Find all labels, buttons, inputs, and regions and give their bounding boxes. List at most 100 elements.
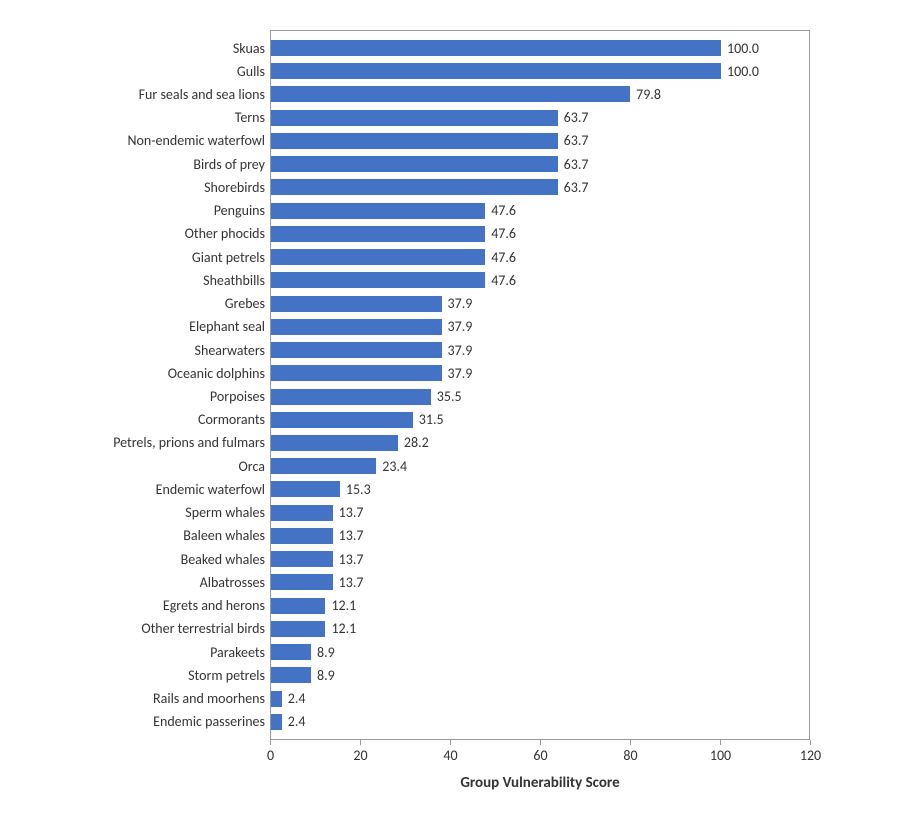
bar-value-label: 13.7 (339, 504, 364, 521)
category-label: Endemic passerines (153, 713, 265, 730)
bar (271, 667, 311, 683)
bar-value-label: 28.2 (404, 434, 429, 451)
bar-value-label: 8.9 (317, 667, 335, 684)
bar-value-label: 35.5 (437, 388, 462, 405)
bar-row: Oceanic dolphins37.9 (271, 364, 809, 382)
bar-row: Storm petrels8.9 (271, 666, 809, 684)
tick-mark (540, 740, 541, 745)
category-label: Terns (235, 109, 265, 126)
x-tick: 20 (360, 740, 361, 745)
bar-value-label: 12.1 (331, 620, 356, 637)
bar (271, 551, 333, 567)
bar (271, 435, 398, 451)
tick-label: 40 (443, 747, 457, 764)
category-label: Non-endemic waterfowl (127, 132, 265, 149)
category-label: Fur seals and sea lions (139, 86, 265, 103)
category-label: Skuas (233, 40, 265, 57)
bar (271, 714, 282, 730)
bar (271, 365, 442, 381)
bar-row: Endemic waterfowl15.3 (271, 480, 809, 498)
bar-value-label: 100.0 (727, 63, 759, 80)
category-label: Giant petrels (192, 249, 265, 266)
bar-value-label: 13.7 (339, 551, 364, 568)
bar (271, 319, 442, 335)
bar-row: Porpoises35.5 (271, 388, 809, 406)
tick-label: 80 (623, 747, 637, 764)
bar-value-label: 37.9 (448, 318, 473, 335)
bar-row: Orca23.4 (271, 457, 809, 475)
category-label: Grebes (225, 295, 265, 312)
bar-row: Endemic passerines2.4 (271, 713, 809, 731)
bar-value-label: 79.8 (636, 86, 661, 103)
category-label: Penguins (214, 202, 265, 219)
tick-label: 0 (267, 747, 274, 764)
category-label: Storm petrels (188, 667, 265, 684)
bar (271, 691, 282, 707)
category-label: Rails and moorhens (153, 690, 265, 707)
bar-row: Egrets and herons12.1 (271, 597, 809, 615)
bar-row: Gulls100.0 (271, 62, 809, 80)
x-tick: 80 (630, 740, 631, 745)
bar-value-label: 12.1 (331, 597, 356, 614)
bar-row: Albatrosses13.7 (271, 573, 809, 591)
bar (271, 133, 558, 149)
bar-value-label: 63.7 (564, 109, 589, 126)
category-label: Endemic waterfowl (156, 481, 265, 498)
bar (271, 505, 333, 521)
bar (271, 272, 485, 288)
category-label: Petrels, prions and fulmars (113, 434, 265, 451)
bar-row: Petrels, prions and fulmars28.2 (271, 434, 809, 452)
bar-row: Grebes37.9 (271, 295, 809, 313)
bar (271, 63, 721, 79)
bar (271, 226, 485, 242)
bars-group: Skuas100.0Gulls100.0Fur seals and sea li… (271, 39, 809, 731)
bar (271, 389, 431, 405)
x-axis: 0 20 40 60 80 100 120 (270, 740, 810, 770)
tick-mark (270, 740, 271, 745)
tick-label: 60 (533, 747, 547, 764)
bar-row: Penguins47.6 (271, 202, 809, 220)
bar-value-label: 8.9 (317, 644, 335, 661)
bar-value-label: 47.6 (491, 225, 516, 242)
bar (271, 179, 558, 195)
horizontal-bar-chart: Skuas100.0Gulls100.0Fur seals and sea li… (60, 30, 860, 800)
bar-row: Baleen whales13.7 (271, 527, 809, 545)
category-label: Shearwaters (195, 342, 265, 359)
tick-label: 20 (353, 747, 367, 764)
category-label: Albatrosses (200, 574, 265, 591)
bar-value-label: 37.9 (448, 342, 473, 359)
bar-row: Birds of prey63.7 (271, 155, 809, 173)
bar (271, 86, 630, 102)
bar-value-label: 47.6 (491, 272, 516, 289)
bar-row: Non-endemic waterfowl63.7 (271, 132, 809, 150)
bar-value-label: 23.4 (382, 458, 407, 475)
category-label: Egrets and herons (163, 597, 265, 614)
bar (271, 481, 340, 497)
tick-mark (720, 740, 721, 745)
bar (271, 342, 442, 358)
bar (271, 110, 558, 126)
tick-mark (810, 740, 811, 745)
bar-value-label: 13.7 (339, 574, 364, 591)
bar (271, 458, 376, 474)
bar (271, 156, 558, 172)
bar (271, 598, 325, 614)
bar (271, 412, 413, 428)
bar-row: Rails and moorhens2.4 (271, 690, 809, 708)
x-tick: 100 (720, 740, 721, 745)
bar-value-label: 100.0 (727, 40, 759, 57)
bar-row: Other terrestrial birds12.1 (271, 620, 809, 638)
bar-value-label: 2.4 (288, 713, 306, 730)
x-axis-title: Group Vulnerability Score (270, 774, 810, 792)
tick-label: 120 (800, 747, 821, 764)
x-tick: 0 (270, 740, 271, 745)
x-tick: 120 (810, 740, 811, 745)
category-label: Elephant seal (189, 318, 265, 335)
category-label: Baleen whales (183, 527, 265, 544)
plot-area: Skuas100.0Gulls100.0Fur seals and sea li… (270, 30, 810, 740)
tick-mark (360, 740, 361, 745)
bar-value-label: 15.3 (346, 481, 371, 498)
bar-row: Sheathbills47.6 (271, 271, 809, 289)
bar-row: Beaked whales13.7 (271, 550, 809, 568)
bar (271, 528, 333, 544)
